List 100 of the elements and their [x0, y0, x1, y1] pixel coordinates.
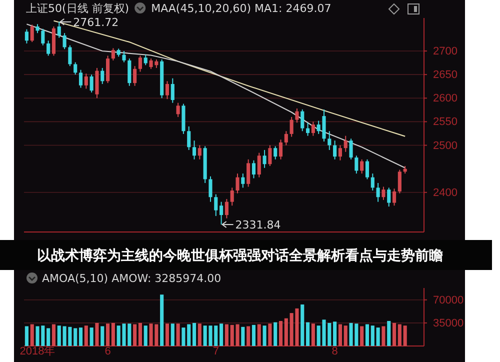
candlestick [41, 28, 45, 46]
y-tick-label: 35000 [433, 317, 464, 330]
candlestick [100, 67, 104, 84]
candlestick [344, 135, 348, 152]
candlestick [165, 80, 170, 100]
bar [387, 320, 391, 346]
candlestick [198, 144, 202, 160]
bar [403, 326, 407, 346]
bar [262, 326, 266, 346]
bar [165, 324, 170, 346]
candlestick [144, 54, 148, 66]
bar [382, 326, 386, 346]
candlestick [274, 146, 278, 160]
candlestick [57, 21, 61, 38]
bar [338, 324, 342, 346]
candlestick [246, 158, 250, 188]
candlestick [220, 201, 224, 226]
bar [198, 324, 202, 346]
bar [392, 322, 396, 346]
candlestick [300, 108, 304, 132]
chart-title: AMOA(5,10) AMOW: 3285974.00 [42, 272, 222, 285]
y-tick-label: 2700 [433, 46, 458, 58]
candlestick [214, 194, 218, 216]
bar [182, 328, 186, 346]
candlestick [257, 152, 261, 178]
candlestick [387, 187, 391, 208]
y-tick-label: 2500 [433, 140, 458, 152]
bar [398, 324, 402, 346]
text: MAA(45,10,20,60) MA1: 2469.07 [151, 2, 332, 15]
candlestick [328, 130, 332, 150]
y-tick-label: 2400 [433, 186, 458, 199]
bar [52, 324, 56, 346]
candlestick [398, 169, 402, 194]
candlestick [176, 102, 180, 118]
candlestick [370, 173, 374, 192]
bar [370, 326, 374, 346]
y-tick-label: 2550 [433, 116, 458, 128]
bar [138, 322, 142, 346]
bar [284, 318, 288, 346]
candlestick [284, 130, 288, 146]
bar [160, 294, 164, 346]
bar [95, 322, 99, 346]
bar [268, 324, 272, 346]
candlestick [262, 149, 266, 168]
candlestick [333, 140, 337, 160]
candlestick [295, 108, 299, 124]
candlestick [338, 144, 342, 161]
bar [257, 324, 261, 346]
candlestick [354, 155, 358, 174]
candlestick [360, 158, 364, 174]
candlestick [268, 144, 272, 167]
bar [144, 326, 148, 346]
bar [252, 324, 256, 346]
annotation: 2761.72 [73, 16, 119, 29]
candlestick [170, 78, 174, 104]
x-tick-label: 7 [212, 346, 219, 358]
candlestick [192, 140, 196, 160]
bar [30, 324, 34, 346]
bar [111, 322, 115, 346]
candlestick [376, 182, 380, 202]
candlestick [290, 116, 294, 138]
candlestick [236, 173, 240, 194]
candlestick [278, 139, 283, 160]
bar [170, 324, 174, 346]
chart-title: 上证50(日线 前复权) [26, 2, 130, 15]
bar [241, 326, 245, 346]
bar [133, 324, 137, 346]
candlestick [241, 173, 245, 188]
candlestick [349, 138, 353, 160]
candlestick [24, 28, 28, 44]
bar [376, 328, 380, 346]
bar [90, 328, 94, 346]
bar [220, 324, 224, 346]
bar [360, 326, 364, 346]
bar [192, 322, 196, 346]
x-tick-label: 2018年 [20, 346, 56, 358]
candlestick [106, 55, 110, 84]
bar [311, 324, 315, 346]
y-tick-label: 2600 [433, 92, 458, 105]
candlestick [84, 73, 88, 90]
candlestick [111, 48, 115, 61]
candlestick [392, 188, 396, 206]
text: 以战术博弈为主线的今晚世俱杯强强对话全景解析看点与走势前瞻 [37, 247, 443, 264]
y-tick-label: 2650 [433, 69, 458, 82]
candlestick [306, 122, 310, 136]
bar [300, 304, 304, 346]
bar [365, 324, 370, 346]
candlestick [138, 55, 142, 72]
annotation: 2331.84 [235, 218, 281, 232]
candlestick [68, 44, 72, 67]
candlestick [62, 32, 66, 50]
bar [224, 324, 228, 346]
candlestick [224, 198, 228, 219]
candlestick [128, 58, 132, 86]
candlestick [230, 187, 234, 206]
candlestick [133, 66, 137, 86]
candlestick [311, 121, 315, 136]
bar [100, 326, 104, 346]
candlestick [46, 40, 50, 56]
x-tick-label: 8 [332, 346, 338, 358]
